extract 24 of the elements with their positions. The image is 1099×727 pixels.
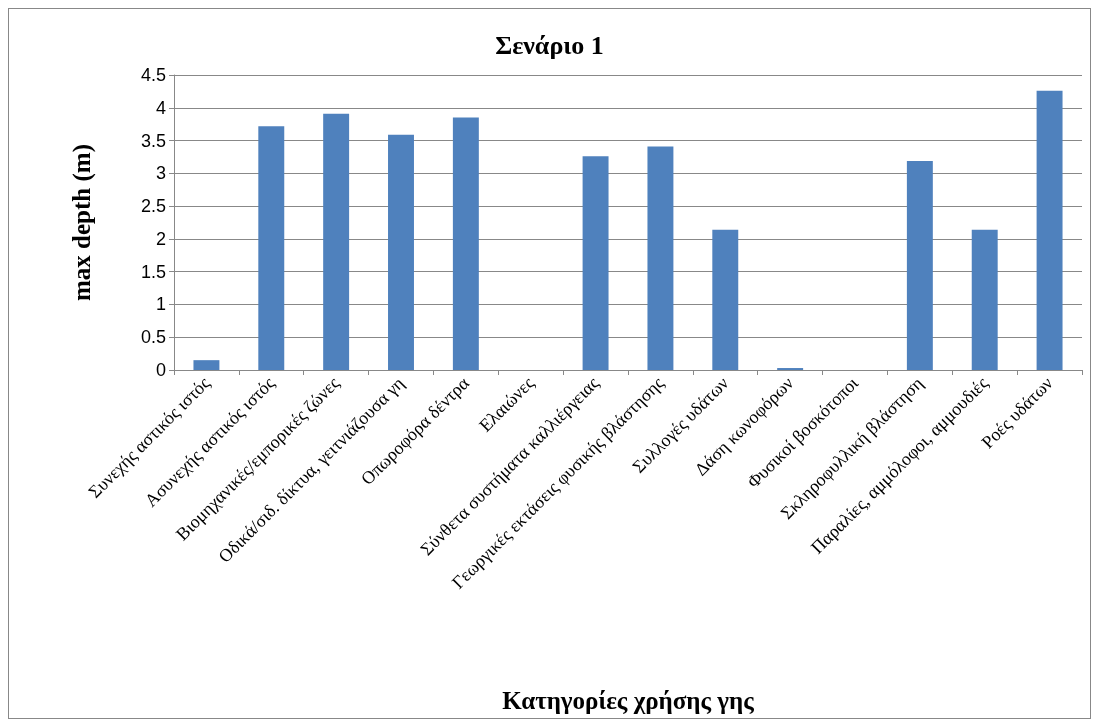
y-tick-label: 0	[155, 360, 166, 380]
y-axis-title: max depth (m)	[68, 144, 96, 301]
y-tick-label: 4	[155, 97, 166, 118]
y-tick-label: 2.5	[140, 196, 166, 217]
bar	[647, 146, 674, 370]
bar	[1036, 90, 1063, 370]
bar	[452, 117, 479, 370]
y-tick-label: 2	[155, 228, 166, 249]
bar	[971, 229, 998, 370]
y-tick-label: 0.5	[140, 327, 166, 348]
y-tick-label: 4.5	[140, 65, 166, 85]
bar	[193, 360, 220, 370]
chart-title: Σενάριο 1	[495, 30, 604, 60]
bar	[582, 156, 609, 370]
y-tick-label: 3.5	[140, 130, 166, 151]
bar	[712, 229, 739, 370]
bar	[323, 113, 350, 370]
bar	[388, 134, 414, 370]
bar	[258, 126, 285, 370]
y-tick-label: 1	[155, 294, 166, 315]
x-axis-title: Κατηγορίες χρήσης γης	[502, 687, 755, 714]
y-tick-label: 1.5	[140, 261, 166, 282]
bar	[906, 160, 933, 370]
y-tick-label: 3	[155, 163, 166, 184]
